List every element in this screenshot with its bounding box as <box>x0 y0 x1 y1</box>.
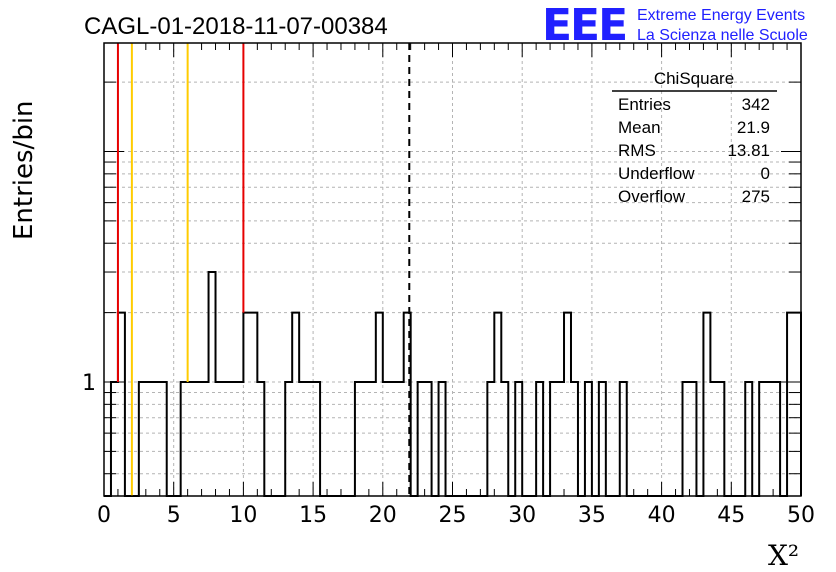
x-tick-label: 45 <box>717 503 745 528</box>
histogram-bin <box>139 382 146 496</box>
stat-value: 275 <box>742 187 770 206</box>
histogram-bin <box>766 382 773 496</box>
histogram-bin <box>257 382 264 496</box>
plot-area: 0 5 10 15 20 25 30 35 40 45 50 1 <box>82 42 815 528</box>
stats-box-name: ChiSquare <box>654 69 734 88</box>
histogram-bin <box>160 382 167 496</box>
stat-value: 21.9 <box>737 118 770 137</box>
histogram-bin <box>550 382 557 496</box>
histogram-bin <box>243 313 250 496</box>
stat-value: 13.81 <box>727 141 770 160</box>
histogram-bin <box>209 272 216 496</box>
x-tick-label: 20 <box>369 503 397 528</box>
histogram-bin <box>501 382 508 496</box>
histogram-bin <box>787 313 794 496</box>
histogram-bin <box>599 382 606 496</box>
histogram-bin <box>745 382 752 496</box>
histogram-bin <box>216 382 223 496</box>
x-axis-label: X² <box>768 539 799 572</box>
histogram-bin <box>118 313 125 496</box>
x-tick-label: 35 <box>578 503 606 528</box>
x-tick-label: 30 <box>508 503 536 528</box>
histogram-bin <box>794 313 801 496</box>
histogram-bin <box>759 382 766 496</box>
eee-logo-line2: La Scienza nelle Scuole <box>637 27 808 44</box>
histogram-bin <box>585 382 592 496</box>
eee-logo: EEE Extreme Energy Events La Scienza nel… <box>542 0 808 51</box>
histogram-bin <box>188 382 195 496</box>
stat-label: Underflow <box>618 164 695 183</box>
histogram-bin <box>229 382 236 496</box>
histogram-bars <box>104 271 802 497</box>
x-tick-labels: 0 5 10 15 20 25 30 35 40 45 50 <box>97 503 815 528</box>
x-tick-label: 5 <box>167 503 181 528</box>
histogram-bin <box>418 382 425 496</box>
histogram-bin <box>153 382 160 496</box>
histogram-bin <box>494 313 501 496</box>
histogram-bin <box>181 382 188 496</box>
histogram-bin <box>355 382 362 496</box>
x-tick-label: 0 <box>97 503 111 528</box>
y-tick-label: 1 <box>82 371 96 396</box>
x-tick-label: 10 <box>229 503 257 528</box>
stat-label: RMS <box>618 141 656 160</box>
histogram-bin <box>620 382 627 496</box>
grid <box>104 43 801 496</box>
histogram-bin <box>222 382 229 496</box>
histogram-bin <box>564 313 571 496</box>
histogram-bin <box>425 382 432 496</box>
y-axis-label: Entries/bin <box>9 100 39 240</box>
histogram-bin <box>571 382 578 496</box>
histogram-bin <box>439 382 446 496</box>
histogram-bin <box>299 382 306 496</box>
stat-label: Entries <box>618 95 671 114</box>
histogram-bin <box>536 382 543 496</box>
stat-label: Mean <box>618 118 661 137</box>
plot-frame <box>103 42 802 497</box>
histogram-bin <box>383 382 390 496</box>
eee-logo-line1: Extreme Energy Events <box>637 7 805 24</box>
histogram-bin <box>717 382 724 496</box>
histogram-bin <box>313 382 320 496</box>
histogram-bin <box>285 382 292 496</box>
reference-lines <box>116 43 411 496</box>
histogram-bin <box>703 313 710 496</box>
histogram-bin <box>292 313 299 496</box>
histogram-bin <box>362 382 369 496</box>
histogram-bin <box>515 382 522 496</box>
histogram-bin <box>397 382 404 496</box>
x-tick-label: 50 <box>787 503 815 528</box>
histogram-bin <box>111 382 118 496</box>
histogram-bin <box>773 382 780 496</box>
histogram-bin <box>250 313 257 496</box>
histogram-bin <box>390 382 397 496</box>
x-tick-label: 15 <box>299 503 327 528</box>
histogram-bin <box>306 382 313 496</box>
histogram-bin <box>557 382 564 496</box>
stat-value: 0 <box>761 164 770 183</box>
stat-value: 342 <box>742 95 770 114</box>
x-tick-label: 25 <box>439 503 467 528</box>
stats-box: ChiSquare Entries 342 Mean 21.9 RMS 13.8… <box>612 69 777 206</box>
histogram-bin <box>683 382 690 496</box>
histogram-bin <box>689 382 696 496</box>
histogram-bin <box>710 382 717 496</box>
stat-label: Overflow <box>618 187 686 206</box>
histogram-bin <box>146 382 153 496</box>
histogram-bin <box>369 382 376 496</box>
chart-title: CAGL-01-2018-11-07-00384 <box>84 13 388 40</box>
histogram-bin <box>376 313 383 496</box>
histogram-bin <box>487 382 494 496</box>
histogram-bin <box>195 382 202 496</box>
x-tick-label: 40 <box>648 503 676 528</box>
histogram-bin <box>202 382 209 496</box>
histogram-bin <box>236 382 243 496</box>
